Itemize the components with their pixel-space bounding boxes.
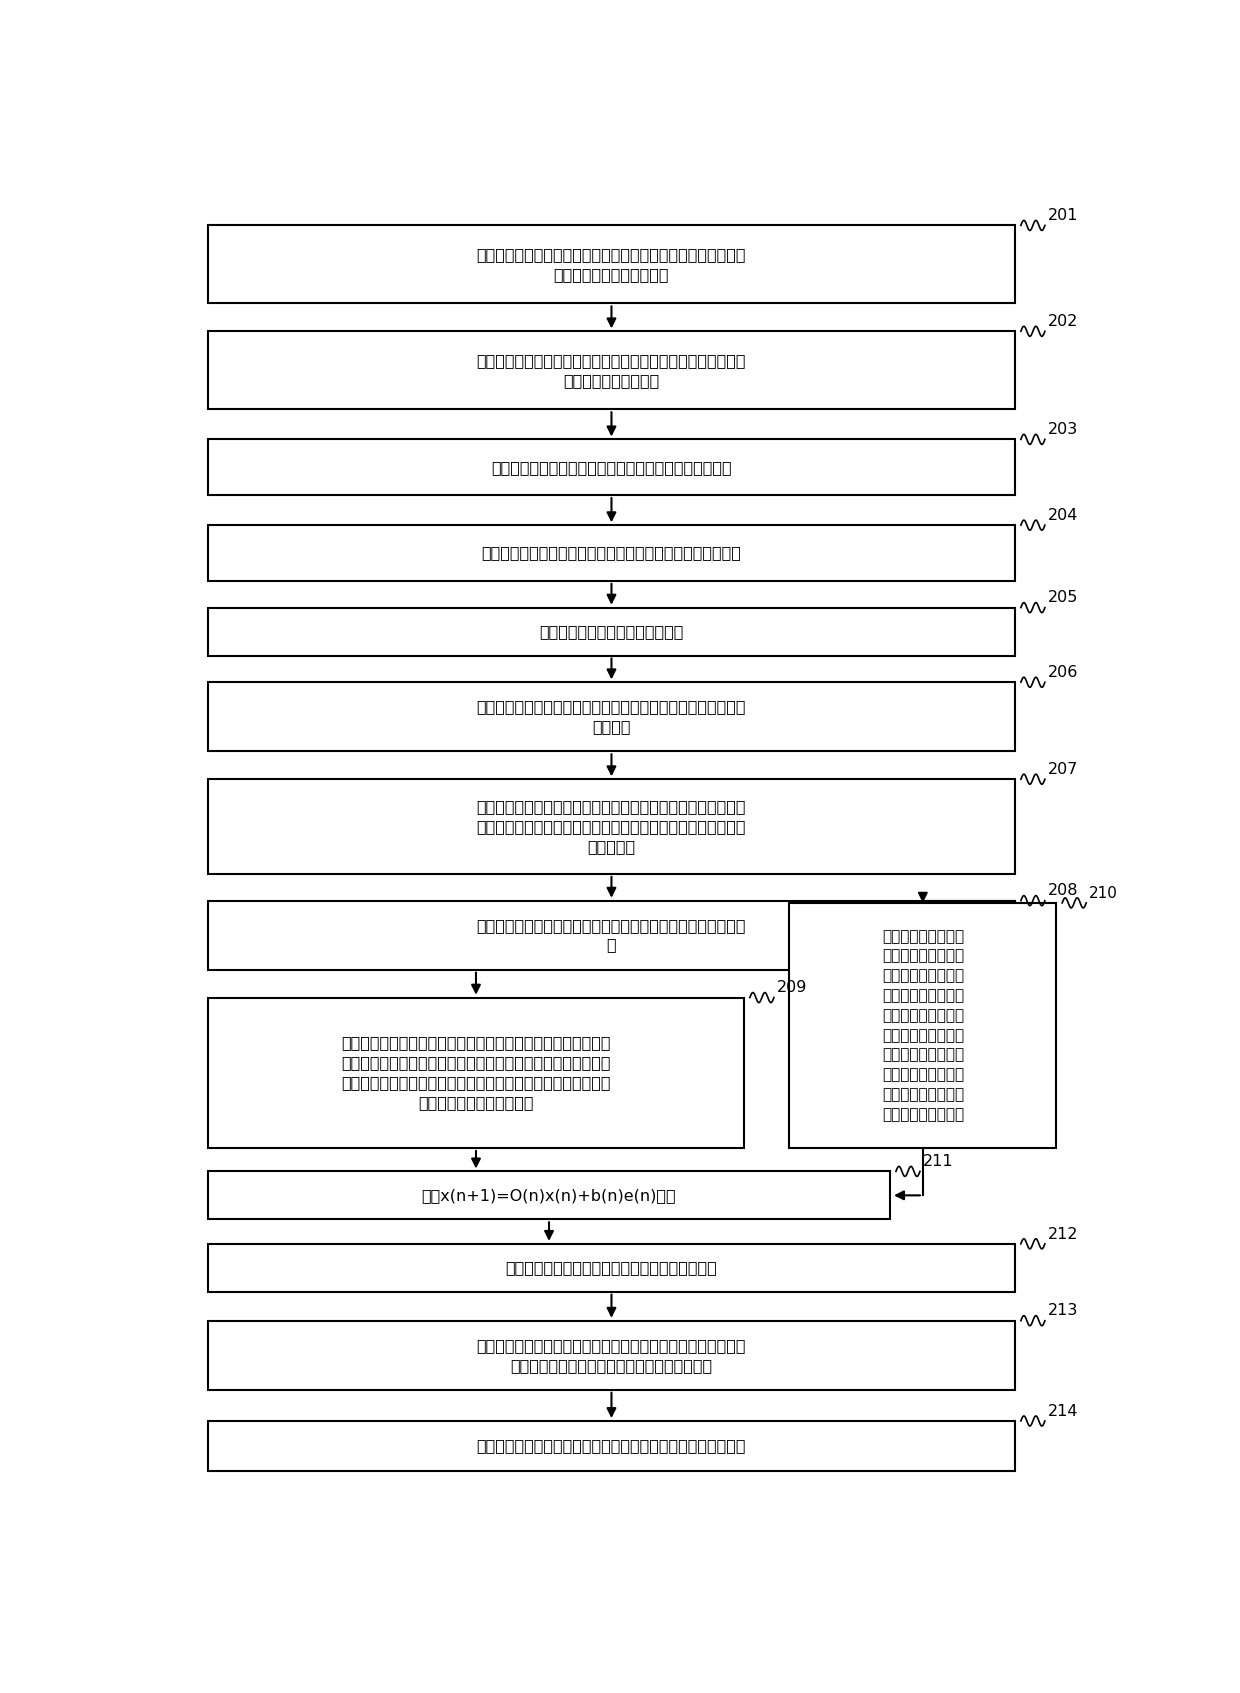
FancyBboxPatch shape (208, 1321, 1016, 1390)
Text: 将基本解释单元层段的顶层作为启动状态空间解释模型的初始条
件: 将基本解释单元层段的顶层作为启动状态空间解释模型的初始条 件 (476, 918, 746, 953)
Text: 利用双地层水电阻率模型获取基本解释单元层段的目的储层参数: 利用双地层水电阻率模型获取基本解释单元层段的目的储层参数 (476, 1439, 746, 1454)
Text: 202: 202 (1048, 315, 1078, 328)
FancyBboxPatch shape (208, 779, 1016, 874)
Text: 203: 203 (1048, 422, 1078, 437)
Text: 获取油田的密度测井资料，获取所述密度测井资料对目的储层水
淹状况的响应特征数据: 获取油田的密度测井资料，获取所述密度测井资料对目的储层水 淹状况的响应特征数据 (476, 352, 746, 388)
Text: 根据测井响应的稳定数据及对目的储层水淹状况反应的灵敏度数
据，确定待处理的测井系列: 根据测井响应的稳定数据及对目的储层水淹状况反应的灵敏度数 据，确定待处理的测井系… (476, 247, 746, 281)
FancyBboxPatch shape (208, 1420, 1016, 1471)
FancyBboxPatch shape (208, 997, 744, 1148)
FancyBboxPatch shape (208, 525, 1016, 581)
Text: 若基本解释单元层段
的顶层为非独立层，
则根据经过标准化预
处理后的测井曲线幅
值信息、砂体的纵向
连通条件以及与同一
基本解释单元层段内
其它测井曲线形态的
: 若基本解释单元层段 的顶层为非独立层， 则根据经过标准化预 处理后的测井曲线幅 … (882, 929, 963, 1122)
Text: 根据状态空间模型辨识算法确定所述卡曼滤波增益: 根据状态空间模型辨识算法确定所述卡曼滤波增益 (506, 1260, 718, 1275)
Text: 确定x(n+1)=O(n)x(n)+b(n)e(n)的解: 确定x(n+1)=O(n)x(n)+b(n)e(n)的解 (422, 1188, 676, 1202)
Text: 在测井曲线纵向上，以各目的储层之间的预设隔层厚度为界限，
小于所述预设隔层厚度便划分为一个基本解释单元，形成基本解
释单元层段: 在测井曲线纵向上，以各目的储层之间的预设隔层厚度为界限， 小于所述预设隔层厚度便… (476, 799, 746, 853)
Text: 214: 214 (1048, 1403, 1079, 1419)
Text: 213: 213 (1048, 1304, 1078, 1319)
Text: 选取井区发育稳定的泥岩段作为标准化预处理的基础井段: 选取井区发育稳定的泥岩段作为标准化预处理的基础井段 (491, 460, 732, 474)
Text: 205: 205 (1048, 591, 1078, 606)
FancyBboxPatch shape (789, 902, 1056, 1148)
FancyBboxPatch shape (208, 901, 1016, 970)
Text: 208: 208 (1048, 884, 1079, 899)
FancyBboxPatch shape (208, 225, 1016, 303)
FancyBboxPatch shape (208, 440, 1016, 494)
FancyBboxPatch shape (208, 608, 1016, 655)
Text: 212: 212 (1048, 1227, 1079, 1241)
Text: 确定各测井曲线的标准化偏移系数: 确定各测井曲线的标准化偏移系数 (539, 625, 683, 638)
FancyBboxPatch shape (208, 1172, 890, 1219)
Text: 若基本解释单元层段的顶层为独立层，则通过比较所述独立层与
和所述独立层相邻的基本解释单元层的隔层条件、岩性差异、曲
线形态差异、曲线幅值变化关系以及目的储层所处: 若基本解释单元层段的顶层为独立层，则通过比较所述独立层与 和所述独立层相邻的基本… (341, 1036, 611, 1111)
Text: 根据所述卡曼滤波增益进行目的储层水淹状况判别，形成各基本
解释单元层段对应的目的储层水淹状况判别结果: 根据所述卡曼滤波增益进行目的储层水淹状况判别，形成各基本 解释单元层段对应的目的… (476, 1337, 746, 1373)
FancyBboxPatch shape (208, 682, 1016, 752)
FancyBboxPatch shape (208, 332, 1016, 410)
Text: 201: 201 (1048, 208, 1079, 223)
Text: 207: 207 (1048, 762, 1078, 777)
Text: 204: 204 (1048, 508, 1078, 523)
Text: 211: 211 (923, 1155, 954, 1170)
FancyBboxPatch shape (208, 1244, 1016, 1292)
Text: 210: 210 (1089, 885, 1118, 901)
Text: 206: 206 (1048, 665, 1078, 681)
Text: 209: 209 (776, 980, 807, 995)
Text: 对所述标准化预处理的基础井段的测井曲线进行加权平均处理: 对所述标准化预处理的基础井段的测井曲线进行加权平均处理 (481, 545, 742, 560)
Text: 根据自然伽马测井曲线和微电极幅度差测井曲线对油田储层进行
储层划分: 根据自然伽马测井曲线和微电极幅度差测井曲线对油田储层进行 储层划分 (476, 699, 746, 735)
